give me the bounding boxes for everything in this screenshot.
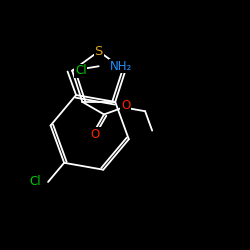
Text: S: S [94,45,103,58]
Text: O: O [121,98,130,112]
Text: Cl: Cl [29,175,41,188]
Text: Cl: Cl [75,64,86,78]
Text: O: O [90,128,100,141]
Text: NH₂: NH₂ [110,60,132,73]
